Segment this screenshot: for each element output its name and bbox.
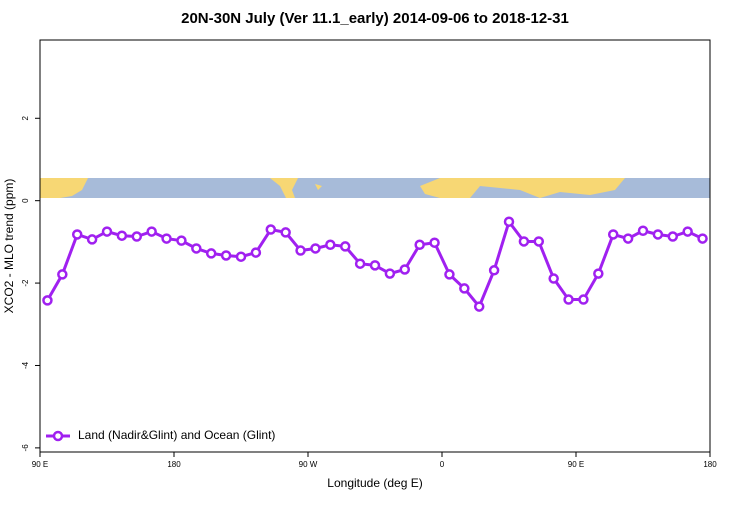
x-tick-label: 180 xyxy=(703,460,717,469)
data-point xyxy=(369,260,381,271)
data-point xyxy=(578,294,589,305)
data-point xyxy=(607,229,619,240)
data-point xyxy=(563,294,574,305)
data-point xyxy=(414,239,425,251)
data-point xyxy=(339,241,351,252)
x-tick-label: 0 xyxy=(440,460,445,469)
data-point xyxy=(473,301,485,312)
x-tick-label: 180 xyxy=(167,460,181,469)
data-point xyxy=(265,224,277,235)
x-tick-label: 90 E xyxy=(32,460,48,469)
chart-title: 20N-30N July (Ver 11.1_early) 2014-09-06… xyxy=(181,10,569,27)
data-point xyxy=(548,273,559,284)
y-tick-label: 2 xyxy=(21,116,30,121)
data-point xyxy=(354,258,366,269)
data-point xyxy=(518,236,530,247)
data-point xyxy=(444,269,455,280)
legend-label: Land (Nadir&Glint) and Ocean (Glint) xyxy=(78,428,275,442)
data-point xyxy=(101,226,113,237)
data-point xyxy=(488,265,500,276)
data-point xyxy=(176,235,187,246)
data-point xyxy=(622,233,634,244)
data-point xyxy=(295,245,306,256)
data-point xyxy=(116,230,128,241)
data-point xyxy=(220,250,232,261)
data-point xyxy=(250,247,262,258)
data-point xyxy=(637,225,649,237)
data-point xyxy=(280,227,291,238)
data-point xyxy=(71,229,83,240)
data-point xyxy=(533,236,545,247)
plot-frame xyxy=(39,39,711,453)
data-point xyxy=(325,239,336,251)
y-axis-label: XCO2 - MLO trend (ppm) xyxy=(2,179,16,314)
data-point xyxy=(42,295,53,306)
data-point xyxy=(191,243,202,254)
data-point xyxy=(161,233,172,244)
data-point xyxy=(131,231,143,242)
data-point xyxy=(399,264,411,275)
data-point xyxy=(57,269,68,280)
data-point xyxy=(384,268,396,279)
data-point xyxy=(652,229,664,240)
x-tick-label: 90 E xyxy=(568,460,584,469)
y-tick-label: -4 xyxy=(21,361,30,369)
legend-marker xyxy=(52,430,64,442)
x-axis-label: Longitude (deg E) xyxy=(327,476,422,490)
y-tick-label: -2 xyxy=(21,279,30,287)
map-strip xyxy=(40,178,710,198)
data-point xyxy=(459,283,470,294)
data-point xyxy=(503,216,515,227)
data-point xyxy=(429,237,440,248)
data-point xyxy=(235,251,247,262)
data-point xyxy=(697,233,708,244)
y-tick-label: -6 xyxy=(21,444,30,452)
data-point xyxy=(593,268,604,279)
data-point xyxy=(667,231,679,242)
data-point xyxy=(86,234,98,245)
data-point xyxy=(682,226,693,237)
x-tick-label: 90 W xyxy=(299,460,318,469)
data-point xyxy=(205,248,217,259)
data-point xyxy=(146,226,157,237)
y-tick-label: 0 xyxy=(21,198,30,203)
data-point xyxy=(310,243,321,254)
